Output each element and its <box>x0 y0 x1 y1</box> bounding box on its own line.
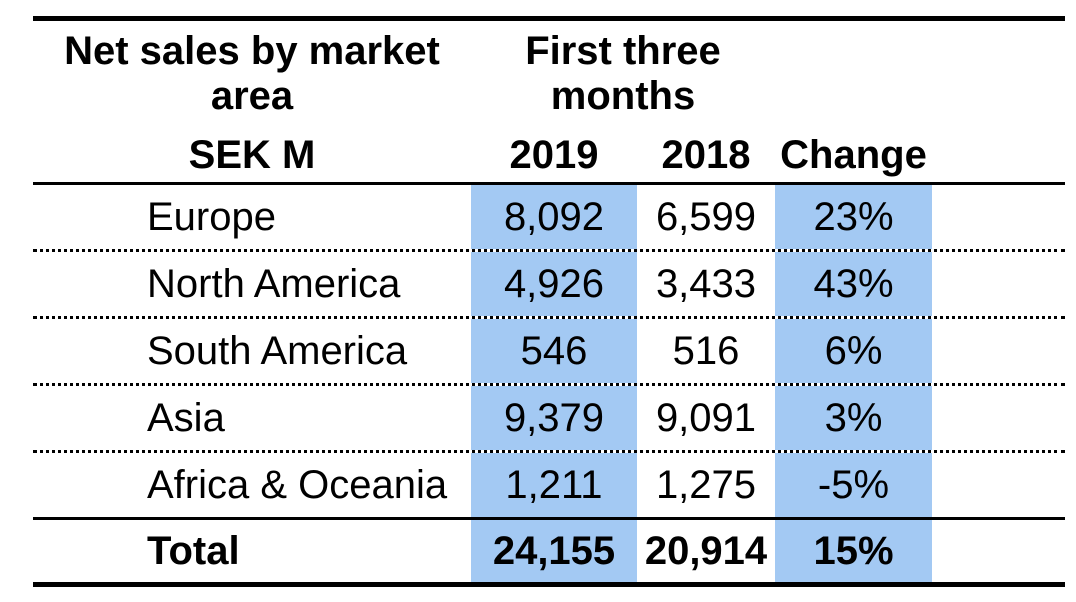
table-row-total: Total 24,155 20,914 15% <box>33 520 1065 582</box>
table-header-title-row: Net sales by market area First three mon… <box>33 21 1065 123</box>
value-2019: 4,926 <box>471 252 637 316</box>
value-change: 23% <box>775 185 932 249</box>
column-header-spacer <box>932 123 1065 182</box>
table-row-north-america: North America 4,926 3,433 43% <box>33 252 1065 319</box>
value-2018: 516 <box>672 328 740 373</box>
value-2018: 6,599 <box>655 194 757 239</box>
total-change: 15% <box>775 520 932 582</box>
table-title: Net sales by market area <box>64 29 440 118</box>
row-spacer <box>932 185 1065 249</box>
table-row-europe: Europe 8,092 6,599 23% <box>33 185 1065 252</box>
row-label: Asia <box>147 395 225 440</box>
unit-label: SEK M <box>188 133 316 178</box>
row-spacer <box>932 319 1065 383</box>
table-column-header-row: SEK M 2019 2018 Change <box>33 123 1065 182</box>
value-2019: 1,211 <box>471 453 637 517</box>
table-row-asia: Asia 9,379 9,091 3% <box>33 386 1065 453</box>
value-2019: 8,092 <box>471 185 637 249</box>
header-spacer-right <box>932 29 1065 123</box>
table-row-africa-oceania: Africa & Oceania 1,211 1,275 -5% <box>33 453 1065 520</box>
column-header-2019: 2019 <box>509 133 599 178</box>
net-sales-table: Net sales by market area First three mon… <box>33 16 1065 587</box>
row-spacer <box>932 386 1065 450</box>
value-2018: 9,091 <box>655 395 757 440</box>
row-spacer <box>932 252 1065 316</box>
value-change: 43% <box>775 252 932 316</box>
period-header: First three months <box>525 29 721 118</box>
row-label: South America <box>147 328 408 373</box>
row-label: Africa & Oceania <box>147 462 448 507</box>
value-2019: 546 <box>471 319 637 383</box>
table-header: Net sales by market area First three mon… <box>33 21 1065 185</box>
total-label: Total <box>147 528 240 573</box>
total-2019: 24,155 <box>471 520 637 582</box>
row-spacer <box>932 453 1065 517</box>
value-change: -5% <box>775 453 932 517</box>
row-label: North America <box>147 261 401 306</box>
table-row-south-america: South America 546 516 6% <box>33 319 1065 386</box>
header-spacer-change <box>775 29 932 123</box>
value-change: 3% <box>775 386 932 450</box>
row-label: Europe <box>147 194 276 239</box>
row-spacer <box>932 520 1065 582</box>
column-header-2018: 2018 <box>661 133 751 178</box>
value-change: 6% <box>775 319 932 383</box>
value-2019: 9,379 <box>471 386 637 450</box>
value-2018: 3,433 <box>655 261 757 306</box>
total-2018: 20,914 <box>644 528 768 573</box>
column-header-change: Change <box>780 133 927 178</box>
value-2018: 1,275 <box>655 462 757 507</box>
